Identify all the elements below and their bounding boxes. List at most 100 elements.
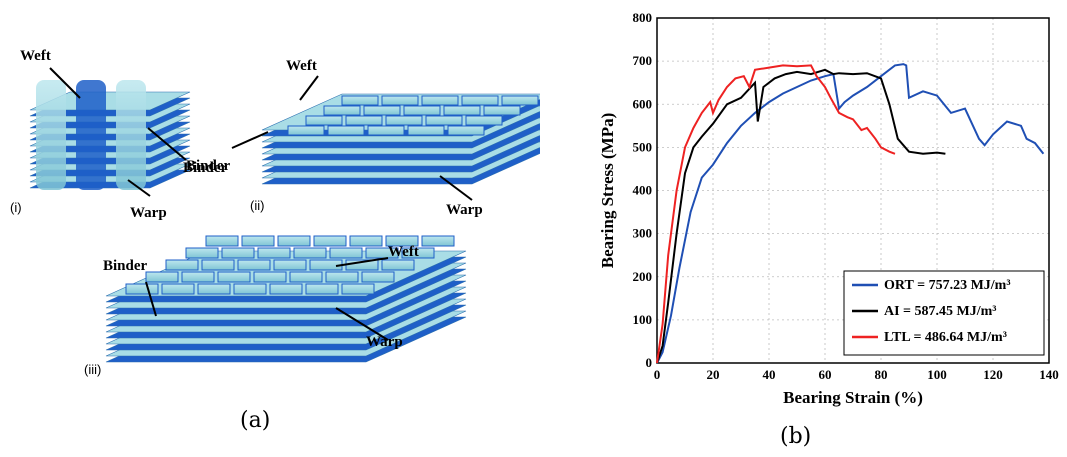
- fabric-block-ii: [261, 93, 540, 185]
- label-binder-iii: Binder: [103, 258, 148, 274]
- block-iii-weft-tile: [305, 283, 339, 295]
- y-tick-label: 800: [633, 10, 653, 25]
- label-roman-ii: (ii): [250, 198, 265, 213]
- block-ii-weft-tile: [443, 105, 481, 116]
- block-iii-weft-tile: [221, 247, 255, 259]
- block-iii-weft-tile: [273, 259, 307, 271]
- x-axis-ticks: 0 20 40 60 80 100 120 140: [654, 367, 1059, 382]
- block-ii-weft-tile: [327, 125, 365, 136]
- block-iii-weft-tile: [289, 271, 323, 283]
- block-iii-weft-tile: [349, 235, 383, 247]
- block-ii-weft-tile: [461, 95, 499, 106]
- y-axis-ticks: 0 100 200 300 400 500 600 700 800: [633, 10, 653, 370]
- block-ii-weft-tile: [345, 115, 383, 126]
- label-weft-ii: Weft: [286, 58, 317, 74]
- x-tick-label: 20: [707, 367, 720, 382]
- leader-lines: [49, 67, 473, 341]
- label-warp-iii: Warp: [366, 334, 403, 350]
- legend-entry: ORT = 757.23 MJ/m³: [884, 278, 1011, 293]
- y-tick-label: 300: [633, 226, 653, 241]
- legend-entry: LTL = 486.64 MJ/m³: [884, 330, 1007, 345]
- x-tick-label: 60: [819, 367, 832, 382]
- x-tick-label: 0: [654, 367, 661, 382]
- block-iii-weft-tile: [237, 259, 271, 271]
- block-iii-weft-tile: [201, 259, 235, 271]
- block-iii-weft-tile: [313, 235, 347, 247]
- y-tick-label: 100: [633, 312, 653, 327]
- block-iii-weft-tile: [165, 259, 199, 271]
- block-ii-weft-tile: [381, 95, 419, 106]
- block-ii-weft-tile: [341, 95, 379, 106]
- block-iii-weft-tile: [341, 283, 375, 295]
- series-line-1: [656, 68, 946, 364]
- block-iii-weft-tile: [233, 283, 267, 295]
- block-ii-weft-tile: [367, 125, 405, 136]
- y-tick-label: 200: [633, 269, 653, 284]
- block-iii-weft-tile: [385, 235, 419, 247]
- series-lines: [656, 63, 1045, 364]
- block-iii-weft-tile: [401, 247, 435, 259]
- block-i-weft-strip: [76, 80, 106, 190]
- block-iii-weft-tile: [421, 235, 455, 247]
- block-ii-weft-tile: [447, 125, 485, 136]
- block-iii-weft-tile: [217, 271, 251, 283]
- bearing-chart: 0 20 40 60 80 100 120 140 0 100 200 300 400 500 600 70…: [598, 10, 1059, 407]
- y-axis-label: Bearing Stress (MPa): [598, 113, 617, 269]
- series-line-0: [656, 63, 1045, 364]
- label-roman-i: (i): [10, 200, 22, 215]
- block-i-weft-strip: [36, 80, 66, 190]
- label-roman-iii: (iii): [84, 362, 102, 377]
- plot-frame: [656, 17, 1050, 364]
- block-ii-weft-tile: [465, 115, 503, 126]
- block-iii-weft-tile: [185, 247, 219, 259]
- block-iii-weft-tile: [253, 271, 287, 283]
- label-warp-ii: Warp: [446, 202, 483, 218]
- y-tick-label: 500: [633, 139, 653, 154]
- block-i-weft-strip: [116, 80, 146, 190]
- x-tick-label: 80: [875, 367, 888, 382]
- y-tick-label: 400: [633, 183, 653, 198]
- x-tick-label: 100: [927, 367, 947, 382]
- block-ii-weft-tile: [363, 105, 401, 116]
- panel-caption-a: (a): [240, 408, 271, 433]
- block-iii-weft-tile: [161, 283, 195, 295]
- block-iii-weft-tile: [381, 259, 415, 271]
- label-weft-i: Weft: [20, 48, 51, 64]
- label-warp-i: Warp: [130, 205, 167, 221]
- block-ii-weft-tile: [483, 105, 521, 116]
- block-ii-weft-tile: [425, 115, 463, 126]
- x-axis-label: Bearing Strain (%): [783, 388, 923, 407]
- legend-entry: AI = 587.45 MJ/m³: [884, 304, 997, 319]
- block-ii-weft-tile: [287, 125, 325, 136]
- block-iii-weft-tile: [145, 271, 179, 283]
- block-iii-weft-tile: [293, 247, 327, 259]
- chart-legend: ORT = 757.23 MJ/m³ AI = 587.45 MJ/m³ LTL =…: [843, 270, 1045, 356]
- block-ii-weft-tile: [403, 105, 441, 116]
- label-binder-i: Binder: [186, 158, 231, 174]
- block-iii-weft-tile: [181, 271, 215, 283]
- block-iii-weft-tile: [277, 235, 311, 247]
- block-ii-weft-tile: [323, 105, 361, 116]
- label-binder-ii: Binder: [183, 160, 228, 176]
- y-tick-label: 600: [633, 96, 653, 111]
- panel-caption-b: (b): [780, 424, 812, 449]
- block-ii-weft-tile: [385, 115, 423, 126]
- fabric-illustrations: [29, 67, 540, 363]
- block-iii-weft-tile: [197, 283, 231, 295]
- block-iii-weft-tile: [241, 235, 275, 247]
- block-iii-weft-tile: [361, 271, 395, 283]
- fabric-block-i: [29, 80, 191, 190]
- block-iii-weft-tile: [125, 283, 159, 295]
- block-ii-weft-tile: [407, 125, 445, 136]
- block-ii-weft-tile: [421, 95, 459, 106]
- block-iii-weft-tile: [329, 247, 363, 259]
- x-tick-label: 140: [1039, 367, 1059, 382]
- block-iii-weft-tile: [325, 271, 359, 283]
- x-tick-label: 120: [983, 367, 1003, 382]
- series-line-2: [656, 64, 896, 364]
- y-tick-label: 700: [633, 53, 653, 68]
- block-iii-weft-tile: [257, 247, 291, 259]
- block-iii-weft-tile: [205, 235, 239, 247]
- label-weft-iii: Weft: [388, 244, 419, 260]
- block-ii-weft-tile: [305, 115, 343, 126]
